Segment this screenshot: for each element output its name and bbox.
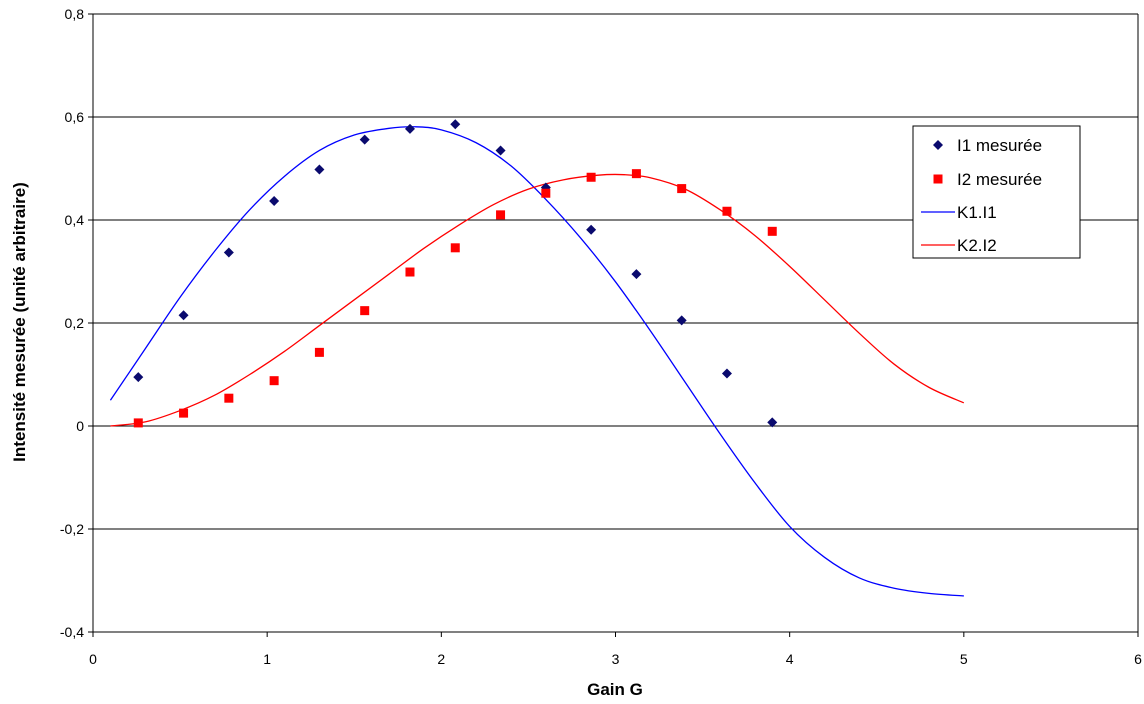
- y-tick-labels: -0,4 -0,2 0 0,2 0,4 0,6 0,8: [60, 6, 84, 640]
- data-point-i2-mesur-e: [586, 172, 596, 182]
- legend-label-k1-i1: K1.I1: [957, 203, 997, 222]
- data-point-i2-mesur-e: [179, 408, 189, 418]
- data-point-i2-mesur-e: [767, 226, 777, 236]
- data-point-i1-mesur-e: [359, 134, 370, 145]
- data-point-i1-mesur-e: [269, 195, 280, 206]
- y-tick-label: 0,6: [65, 109, 85, 125]
- y-tick-label: 0,8: [65, 6, 85, 22]
- data-point-i1-mesur-e: [721, 368, 732, 379]
- data-point-i1-mesur-e: [767, 417, 778, 428]
- series-line-k1-i1: [109, 126, 964, 597]
- x-tick-label: 6: [1134, 651, 1142, 667]
- y-tick-label: -0,2: [60, 521, 84, 537]
- y-tick-label: -0,4: [60, 624, 84, 640]
- data-point-i2-mesur-e: [360, 306, 370, 316]
- data-point-i2-mesur-e: [405, 267, 415, 277]
- y-tick-label: 0: [76, 418, 84, 434]
- legend-label-i1-mesur-e: I1 mesurée: [957, 136, 1042, 155]
- legend-box: [912, 125, 1081, 259]
- x-axis-label: Gain G: [587, 680, 643, 699]
- data-point-i1-mesur-e: [223, 247, 234, 258]
- plot-area: [109, 119, 965, 597]
- data-point-i1-mesur-e: [404, 123, 415, 134]
- data-point-i1-mesur-e: [676, 315, 687, 326]
- data-point-i2-mesur-e: [677, 184, 687, 194]
- y-tick-label: 0,2: [65, 315, 85, 331]
- x-tick-label: 2: [437, 651, 445, 667]
- series-line-k2-i2: [110, 173, 965, 427]
- x-tick-label: 5: [960, 651, 968, 667]
- data-point-i2-mesur-e: [541, 188, 551, 198]
- data-point-i1-mesur-e: [495, 145, 506, 156]
- y-tick-label: 0,4: [65, 212, 85, 228]
- gridlines: [93, 13, 1138, 633]
- data-point-i2-mesur-e: [133, 418, 143, 428]
- data-point-i1-mesur-e: [450, 119, 461, 130]
- data-point-i2-mesur-e: [224, 393, 234, 403]
- data-point-i2-mesur-e: [450, 243, 460, 253]
- data-point-i2-mesur-e: [631, 169, 641, 179]
- data-point-i2-mesur-e: [269, 376, 279, 386]
- x-tick-label: 0: [89, 651, 97, 667]
- data-point-i1-mesur-e: [586, 224, 597, 235]
- legend-marker-i1-mesur-e: [933, 140, 943, 150]
- data-point-i1-mesur-e: [133, 372, 144, 383]
- legend: I1 mesurée I2 mesurée K1.I1 K2.I2: [912, 125, 1081, 259]
- x-tick-label: 3: [612, 651, 620, 667]
- data-point-i1-mesur-e: [314, 164, 325, 175]
- x-tick-label: 1: [263, 651, 271, 667]
- legend-label-i2-mesur-e: I2 mesurée: [957, 170, 1042, 189]
- data-point-i2-mesur-e: [496, 210, 506, 220]
- x-tick-label: 4: [786, 651, 794, 667]
- x-tick-labels: 0 1 2 3 4 5 6: [89, 651, 1142, 667]
- data-point-i2-mesur-e: [722, 206, 732, 216]
- data-point-i1-mesur-e: [178, 310, 189, 321]
- data-point-i2-mesur-e: [314, 347, 324, 357]
- legend-label-k2-i2: K2.I2: [957, 236, 997, 255]
- legend-marker-i2-mesur-e: [933, 174, 943, 184]
- axes: [88, 13, 1139, 637]
- y-axis-label: Intensité mesurée (unité arbitraire): [10, 182, 29, 462]
- data-point-i1-mesur-e: [631, 269, 642, 280]
